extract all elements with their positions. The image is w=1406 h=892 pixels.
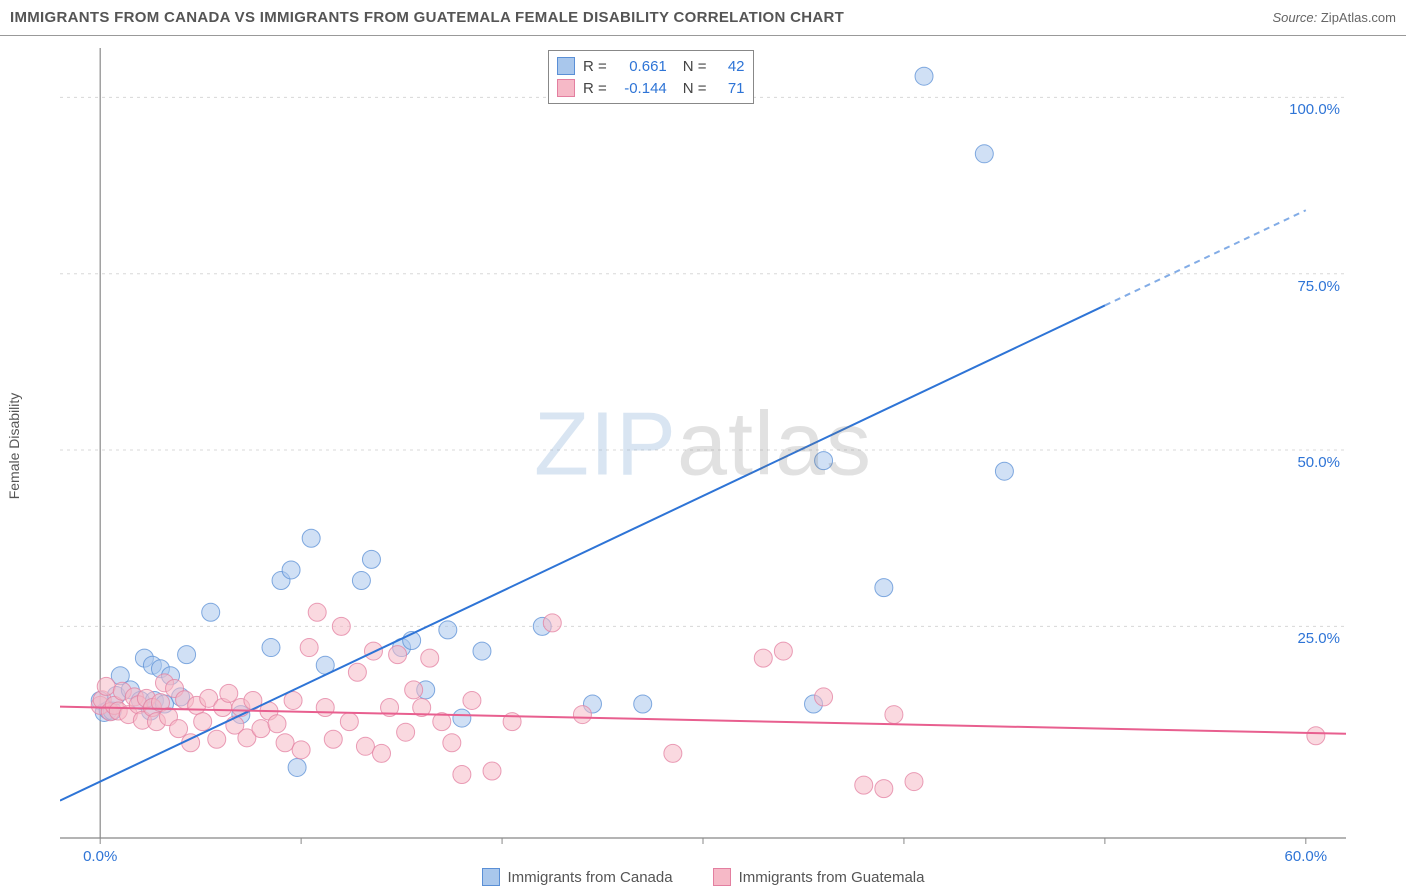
chart-header: IMMIGRANTS FROM CANADA VS IMMIGRANTS FRO…	[0, 0, 1406, 36]
stat-r-value: 0.661	[615, 58, 667, 75]
legend-label: Immigrants from Guatemala	[739, 869, 925, 886]
stat-r-label: R =	[583, 58, 607, 75]
y-tick-label: 25.0%	[1297, 630, 1340, 647]
stat-n-value: 71	[715, 80, 745, 97]
legend-swatch	[557, 79, 575, 97]
legend-swatch	[482, 868, 500, 886]
series-legend: Immigrants from Canada Immigrants from Gu…	[0, 868, 1406, 886]
stat-r-value: -0.144	[615, 80, 667, 97]
plot-area: ZIPatlas R =0.661N =42R =-0.144N =71 25.…	[60, 48, 1346, 852]
stat-n-label: N =	[683, 58, 707, 75]
stat-r-label: R =	[583, 80, 607, 97]
stat-legend-row: R = -0.144 N = 71	[557, 77, 745, 99]
legend-label: Immigrants from Canada	[508, 869, 673, 886]
stat-legend-row: R = 0.661 N = 42	[557, 55, 745, 77]
source-link[interactable]: ZipAtlas.com	[1321, 10, 1396, 25]
y-tick-label: 100.0%	[1289, 101, 1340, 118]
legend-swatch	[557, 57, 575, 75]
legend-swatch	[713, 868, 731, 886]
y-tick-label: 75.0%	[1297, 278, 1340, 295]
stat-n-value: 42	[715, 58, 745, 75]
legend-item: Immigrants from Guatemala	[713, 868, 925, 886]
x-tick-label: 0.0%	[83, 848, 117, 865]
chart-svg	[60, 48, 1346, 852]
source-attribution: Source: ZipAtlas.com	[1272, 10, 1396, 25]
source-prefix: Source:	[1272, 10, 1320, 25]
legend-item: Immigrants from Canada	[482, 868, 673, 886]
y-tick-label: 50.0%	[1297, 454, 1340, 471]
chart-title: IMMIGRANTS FROM CANADA VS IMMIGRANTS FRO…	[10, 9, 844, 26]
x-tick-label: 60.0%	[1285, 848, 1328, 865]
correlation-legend: R = 0.661 N = 42 R = -0.144 N = 71	[548, 50, 754, 104]
stat-n-label: N =	[683, 80, 707, 97]
y-axis-label: Female Disability	[6, 393, 22, 500]
